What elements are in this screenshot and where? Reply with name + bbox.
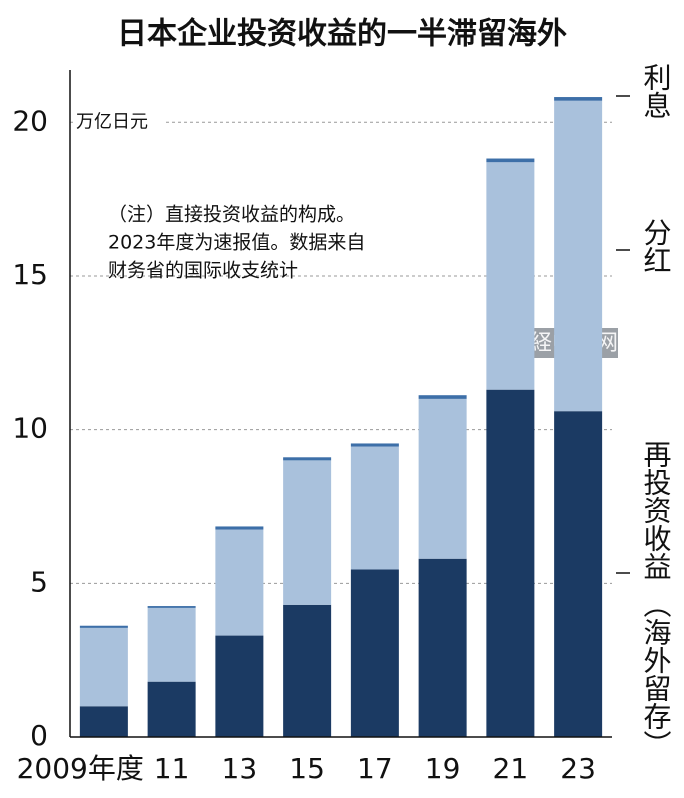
legend-label: 利息 (640, 63, 673, 119)
bar-segment (147, 681, 196, 737)
bar-segment (79, 706, 128, 737)
y-tick-label: 5 (30, 565, 48, 598)
y-tick-label: 0 (30, 719, 48, 752)
bar-segment (486, 389, 535, 737)
bar-segment (350, 569, 399, 737)
bar-segment (486, 158, 535, 163)
x-tick-label: 11 (154, 752, 190, 785)
bar-segment (554, 97, 603, 101)
x-tick-label: 21 (493, 752, 529, 785)
legend-label: 再投资收益 (640, 440, 673, 580)
bar-segment (215, 526, 264, 530)
bar-segment (418, 398, 467, 559)
x-tick-label: 17 (357, 752, 393, 785)
x-tick-label: 13 (222, 752, 258, 785)
annotation: （海外留存） (640, 590, 673, 758)
bar-segment (418, 395, 467, 399)
chart-title: 日本企业投资收益的一半滞留海外 (117, 17, 567, 52)
bar-segment (554, 411, 603, 737)
bar-segment (554, 100, 603, 412)
bar-segment (215, 529, 264, 636)
y-tick-label: 20 (12, 104, 48, 137)
y-axis-label: 万亿日元 (76, 111, 148, 132)
y-tick-label: 10 (12, 412, 48, 445)
note: （注）直接投资收益的构成。 (108, 204, 355, 226)
bar-segment (486, 162, 535, 390)
bar-segment (418, 558, 467, 737)
x-tick-label: 19 (425, 752, 461, 785)
bar-segment (215, 635, 264, 737)
bar-segment (283, 460, 332, 605)
bar-segment (350, 443, 399, 447)
bar-segment (147, 606, 196, 608)
bar-segment (79, 627, 128, 707)
bar-segment (147, 607, 196, 682)
legend-label: 分红 (640, 218, 673, 274)
bar-segment (283, 604, 332, 737)
x-tick-label: 15 (289, 752, 325, 785)
x-tick-label: 23 (560, 752, 596, 785)
label-bg (74, 110, 164, 135)
bar-segment (79, 625, 128, 628)
bar-segment (283, 457, 332, 461)
x-tick-label: 2009年度 (17, 752, 144, 785)
y-tick-label: 15 (12, 258, 48, 291)
note: 财务省的国际收支统计 (108, 260, 298, 282)
bar-segment (350, 446, 399, 570)
note: 2023年度为速报值。数据来自 (108, 232, 365, 254)
